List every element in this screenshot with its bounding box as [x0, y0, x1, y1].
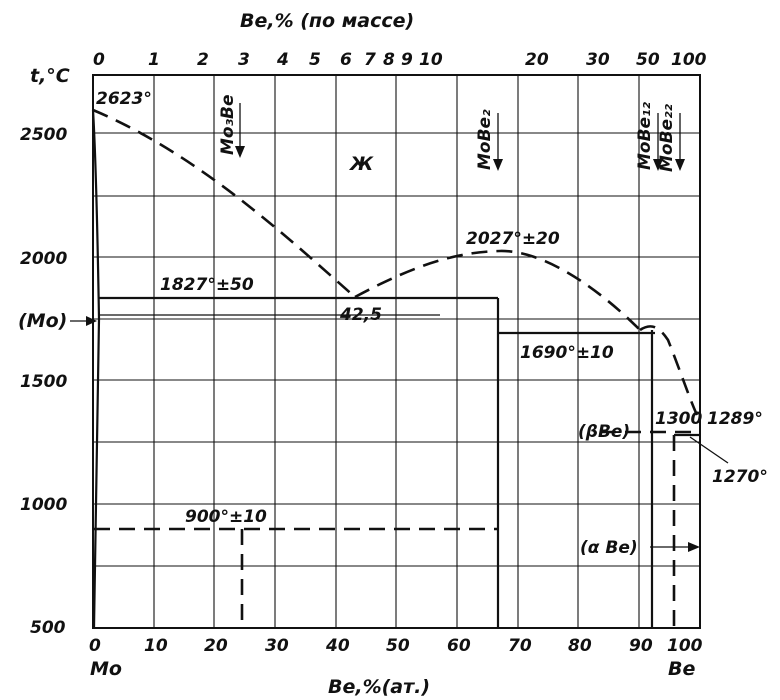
mo-solvus-line [91, 109, 101, 629]
peritectic-label: 1690°±10 [520, 343, 614, 363]
bottom-tick-labels: 0 10 20 30 40 50 60 70 80 90 100 [89, 636, 703, 656]
top-tick-1: 1 [148, 50, 160, 70]
top-tick-20: 20 [525, 50, 549, 70]
mo-solid-label: (Mo) [18, 310, 67, 332]
mo3be-label: Mo₃Be [218, 94, 238, 155]
be-melting-label: 1289° [707, 409, 763, 429]
bottom-tick-30: 30 [265, 636, 289, 656]
t1270-label: 1270° [712, 467, 768, 487]
top-tick-100: 100 [671, 50, 707, 70]
mobe2-label: MoBe₂ [475, 109, 495, 170]
bottom-axis-title: Be,%(ат.) [328, 676, 430, 698]
alpha-be-label: (α Be) [580, 538, 638, 558]
eutectic-comp-label: 42,5 [339, 305, 382, 325]
bottom-tick-60: 60 [447, 636, 471, 656]
bottom-tick-80: 80 [568, 636, 592, 656]
compound-arrows [235, 103, 685, 171]
top-tick-2: 2 [197, 50, 209, 70]
bottom-tick-0: 0 [89, 636, 101, 656]
y-tick-1000: 1000 [20, 495, 67, 515]
be-element-label: Be [668, 658, 695, 680]
bottom-tick-70: 70 [508, 636, 532, 656]
mo-element-label: Mo [90, 658, 122, 680]
y-tick-labels: 500 1000 1500 2000 2500 [20, 125, 67, 638]
plot-frame [92, 74, 701, 629]
t1300-label: 1300 [655, 409, 702, 429]
bottom-tick-90: 90 [629, 636, 653, 656]
top-tick-30: 30 [586, 50, 610, 70]
top-tick-5: 5 [309, 50, 321, 70]
liquidus-middle [354, 249, 641, 331]
top-tick-6: 6 [340, 50, 352, 70]
top-tick-9: 9 [401, 50, 413, 70]
y-tick-1500: 1500 [20, 372, 67, 392]
grid [93, 75, 700, 628]
bottom-tick-40: 40 [325, 636, 350, 656]
y-tick-2000: 2000 [20, 249, 67, 269]
liquidus-right [639, 325, 699, 416]
top-tick-labels: 0 1 2 3 4 5 6 7 8 9 10 20 30 50 100 [93, 50, 707, 70]
top-tick-50: 50 [636, 50, 660, 70]
top-tick-8: 8 [383, 50, 395, 70]
top-axis-title: Be,% (по массе) [240, 10, 414, 32]
alpha-be-arrowhead [688, 542, 700, 552]
top-tick-0: 0 [93, 50, 105, 70]
top-tick-4: 4 [276, 50, 289, 70]
mo-arrowhead [86, 316, 97, 326]
mo-melting-label: 2623° [96, 89, 152, 109]
mobe22-label: MoBe₂₂ [657, 103, 677, 172]
top-tick-3: 3 [238, 50, 250, 70]
beta-be-label: (βBe) [578, 422, 630, 442]
y-tick-500: 500 [30, 618, 66, 638]
liquidus-left [92, 108, 356, 298]
top-tick-10: 10 [419, 50, 443, 70]
y-tick-2500: 2500 [20, 125, 67, 145]
bottom-tick-50: 50 [386, 636, 410, 656]
mobe2-melting-label: 2027°±20 [466, 229, 560, 249]
t900-label: 900°±10 [185, 507, 267, 527]
bottom-tick-100: 100 [667, 636, 703, 656]
mobe12-label: MoBe₁₂ [635, 101, 655, 170]
liquid-label: Ж [348, 153, 374, 175]
y-axis-title: t,°C [30, 65, 70, 87]
t1270-leader [689, 436, 729, 464]
bottom-tick-20: 20 [204, 636, 228, 656]
top-tick-7: 7 [364, 50, 376, 70]
bottom-tick-10: 10 [144, 636, 168, 656]
eutectic-temp-label: 1827°±50 [160, 275, 254, 295]
